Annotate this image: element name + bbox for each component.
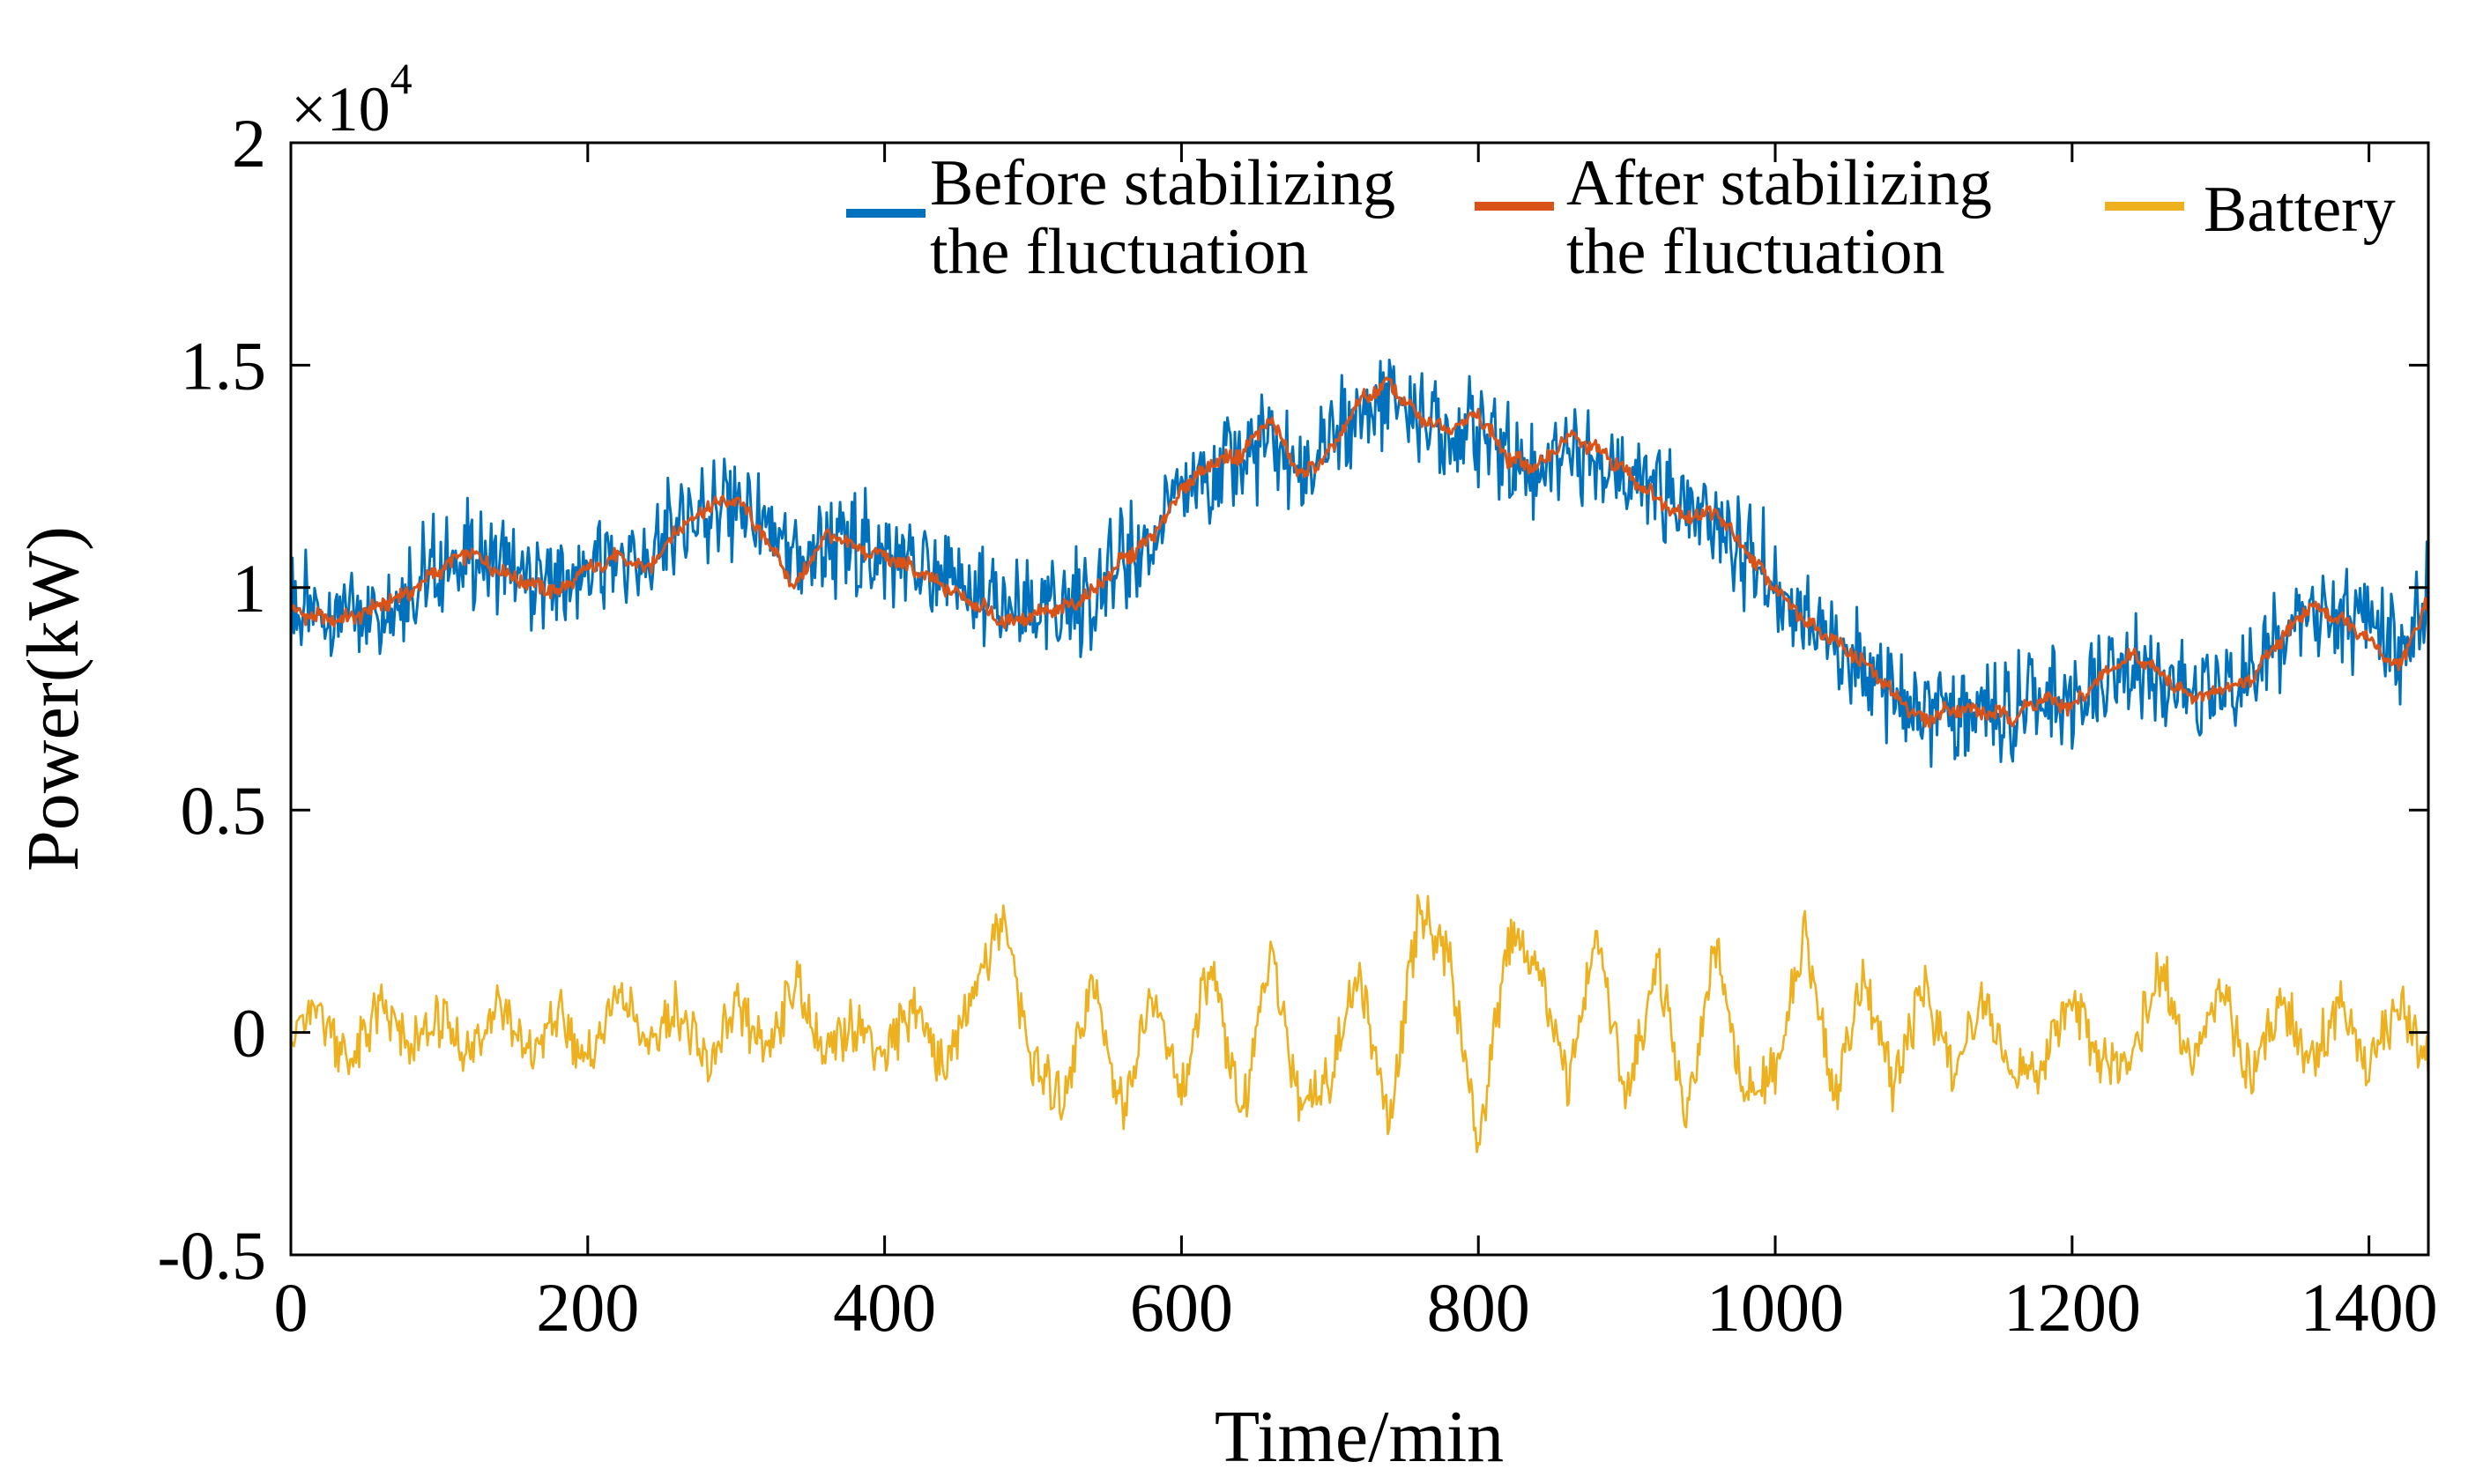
y-axis-label: Power(kW) (12, 526, 94, 872)
plot-frame (289, 141, 2430, 1257)
x-tick-label: 0 (274, 1269, 309, 1346)
series-layer (289, 358, 2430, 1154)
y-tick-label: 1 (232, 550, 266, 627)
x-tick-label: 400 (833, 1269, 936, 1346)
y-exponent-label: ×104 (291, 54, 413, 145)
y-exponent-power: 4 (390, 54, 413, 103)
x-tick-label: 600 (1130, 1269, 1233, 1346)
series-line-battery (289, 894, 2430, 1154)
y-tick-label: 0.5 (181, 772, 267, 849)
y-tick-label: 0 (232, 995, 266, 1072)
tick-layer: 0 200 400 600 800 1000 1200 1400-0.500.511.52 (158, 105, 2438, 1346)
x-tick-label: 800 (1427, 1269, 1530, 1346)
x-tick-label: 1000 (1706, 1269, 1844, 1346)
series-line-after (289, 376, 2430, 730)
x-axis-label: Time/min (1215, 1396, 1504, 1478)
x-tick-label: 1200 (2003, 1269, 2141, 1346)
legend-label-battery: Battery (2204, 174, 2396, 246)
legend-label-after: After stabilizing the fluctuation (1566, 147, 1992, 288)
legend: Before stabilizing the fluctuation After … (846, 147, 2396, 288)
x-tick-label: 1400 (2301, 1269, 2438, 1346)
y-tick-label: -0.5 (158, 1217, 266, 1294)
y-tick-label: 2 (232, 105, 266, 182)
y-tick-label: 1.5 (181, 327, 267, 404)
x-tick-label: 200 (536, 1269, 639, 1346)
legend-label-before: Before stabilizing the fluctuation (930, 147, 1395, 288)
